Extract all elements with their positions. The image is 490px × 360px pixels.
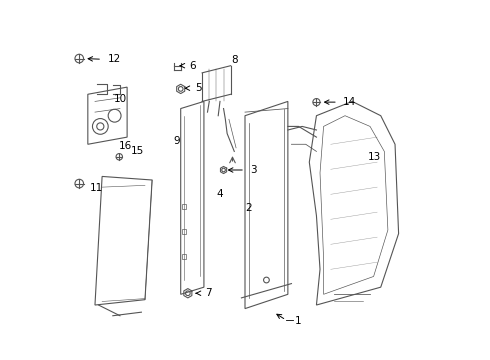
Text: 16: 16 (119, 141, 132, 151)
Bar (182, 229, 186, 234)
Text: 1: 1 (295, 316, 302, 326)
Bar (182, 254, 186, 258)
Text: 11: 11 (90, 183, 103, 193)
Text: 8: 8 (231, 55, 238, 64)
Text: 7: 7 (205, 288, 211, 298)
Text: 3: 3 (250, 165, 257, 175)
Text: 14: 14 (343, 97, 357, 107)
Text: 15: 15 (131, 147, 144, 157)
Text: 12: 12 (107, 54, 121, 64)
Bar (182, 204, 186, 208)
Text: 2: 2 (245, 203, 252, 213)
Text: 9: 9 (173, 136, 180, 147)
Text: 5: 5 (195, 83, 201, 93)
Text: 4: 4 (217, 189, 223, 199)
Text: 13: 13 (368, 152, 382, 162)
Text: 10: 10 (114, 94, 127, 104)
Text: 6: 6 (189, 61, 196, 71)
